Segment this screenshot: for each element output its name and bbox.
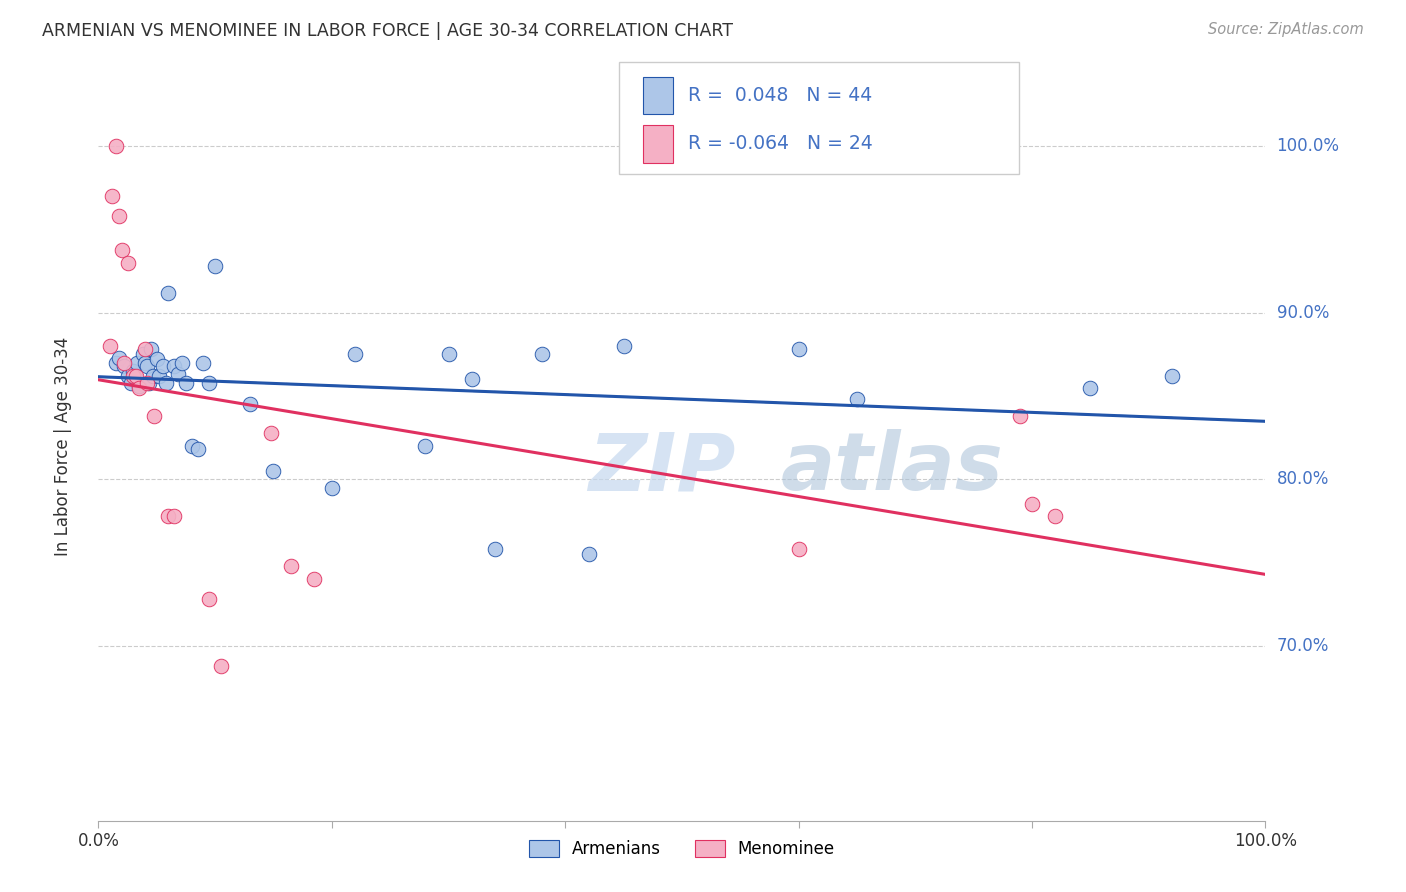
Point: [117, 256, 139, 270]
Point: [142, 369, 165, 384]
Point: [304, 572, 326, 586]
Point: [120, 376, 142, 390]
Point: [180, 439, 202, 453]
Point: [125, 356, 148, 370]
Text: atlas: atlas: [782, 429, 1004, 508]
Text: R = -0.064   N = 24: R = -0.064 N = 24: [688, 135, 872, 153]
Point: [128, 379, 150, 393]
Point: [172, 356, 194, 370]
Point: [578, 547, 600, 561]
Point: [1080, 381, 1102, 395]
Point: [163, 359, 186, 373]
Point: [122, 364, 145, 378]
Point: [193, 356, 215, 370]
Point: [112, 356, 135, 370]
Point: [112, 359, 135, 373]
Point: [344, 347, 367, 361]
Text: 90.0%: 90.0%: [1277, 304, 1329, 322]
Point: [98, 339, 121, 353]
Point: [787, 542, 810, 557]
Text: ARMENIAN VS MENOMINEE IN LABOR FORCE | AGE 30-34 CORRELATION CHART: ARMENIAN VS MENOMINEE IN LABOR FORCE | A…: [42, 22, 733, 40]
Point: [1021, 497, 1043, 511]
Point: [136, 376, 159, 390]
Point: [104, 139, 127, 153]
Point: [613, 339, 636, 353]
Point: [198, 376, 221, 390]
Text: 70.0%: 70.0%: [1277, 637, 1329, 655]
Point: [1010, 409, 1032, 423]
Text: ZIP: ZIP: [589, 429, 735, 508]
Point: [104, 356, 127, 370]
Point: [461, 372, 484, 386]
Point: [108, 209, 131, 223]
Point: [143, 409, 166, 423]
Point: [139, 343, 162, 357]
Point: [1161, 369, 1184, 384]
Point: [260, 425, 283, 440]
Point: [125, 369, 148, 384]
Point: [134, 356, 156, 370]
Point: [101, 189, 124, 203]
Point: [128, 381, 150, 395]
Point: [125, 372, 148, 386]
Point: [413, 439, 436, 453]
Point: [787, 343, 810, 357]
Point: [163, 508, 186, 523]
Point: [187, 442, 209, 457]
Point: [437, 347, 460, 361]
Text: R =  0.048   N = 44: R = 0.048 N = 44: [688, 87, 872, 105]
Point: [321, 481, 343, 495]
Point: [138, 376, 160, 390]
Point: [136, 359, 159, 373]
Point: [262, 464, 284, 478]
Point: [122, 369, 145, 384]
Point: [484, 542, 506, 557]
Point: [846, 392, 869, 407]
Y-axis label: In Labor Force | Age 30-34: In Labor Force | Age 30-34: [53, 336, 72, 556]
Point: [209, 658, 232, 673]
Point: [146, 352, 169, 367]
Text: 100.0%: 100.0%: [1277, 137, 1340, 155]
Point: [152, 359, 174, 373]
Point: [174, 376, 197, 390]
Point: [117, 369, 139, 384]
Point: [198, 592, 221, 607]
Point: [148, 369, 170, 384]
Point: [108, 351, 131, 365]
Point: [166, 368, 188, 382]
Point: [204, 259, 226, 273]
Point: [157, 508, 180, 523]
Point: [132, 347, 155, 361]
Point: [1045, 508, 1067, 523]
Text: 80.0%: 80.0%: [1277, 470, 1329, 488]
Legend: Armenians, Menominee: Armenians, Menominee: [522, 833, 842, 864]
Point: [280, 558, 302, 573]
Point: [134, 343, 156, 357]
Point: [155, 376, 177, 390]
Point: [239, 397, 262, 411]
Point: [157, 285, 180, 300]
Point: [111, 243, 134, 257]
Text: Source: ZipAtlas.com: Source: ZipAtlas.com: [1208, 22, 1364, 37]
Point: [530, 347, 553, 361]
